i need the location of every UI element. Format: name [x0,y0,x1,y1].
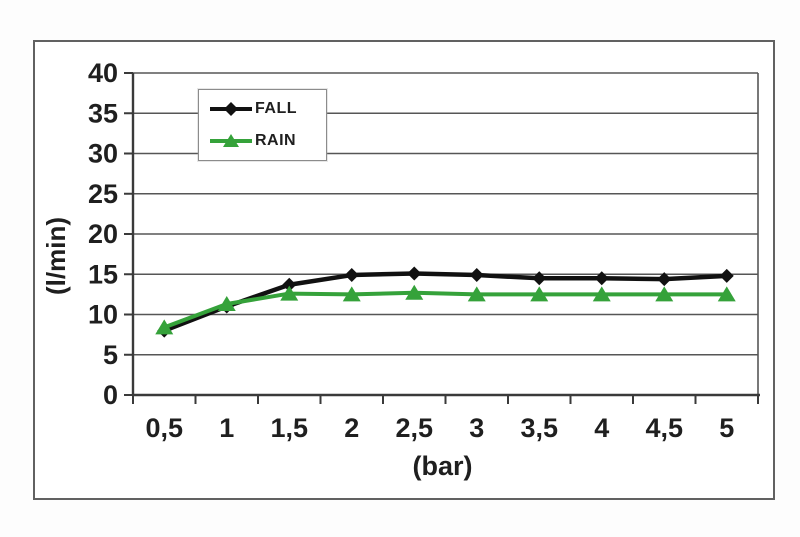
y-axis-label: (l/min) [41,217,71,295]
svg-text:20: 20 [88,219,118,249]
chart-svg: 0 5 10 15 20 25 30 35 40 0,5 1 1,5 2 2,5 3 3,5 4 4,5 5 (bar… [41,58,760,481]
svg-text:5: 5 [719,413,734,443]
svg-text:25: 25 [88,179,118,209]
svg-text:10: 10 [88,300,118,330]
chart-frame: 0 5 10 15 20 25 30 35 40 0,5 1 1,5 2 2,5 3 3,5 4 4,5 5 (bar… [33,40,775,500]
svg-text:15: 15 [88,259,118,289]
svg-text:35: 35 [88,98,118,128]
svg-text:0,5: 0,5 [145,413,183,443]
fall-series-diamond-icon [210,102,252,116]
svg-text:3: 3 [469,413,484,443]
svg-text:5: 5 [103,340,118,370]
svg-text:4: 4 [594,413,609,443]
legend-label-fall: FALL [255,100,297,117]
svg-text:1,5: 1,5 [270,413,308,443]
legend-item-fall: FALL [207,93,318,125]
legend-item-rain: RAIN [207,125,318,157]
svg-text:0: 0 [103,380,118,410]
legend-label-rain: RAIN [255,132,297,149]
svg-text:3,5: 3,5 [520,413,558,443]
svg-text:2,5: 2,5 [395,413,433,443]
svg-text:2: 2 [344,413,359,443]
svg-text:40: 40 [88,58,118,88]
legend: FALL RAIN [198,89,327,161]
svg-text:30: 30 [88,139,118,169]
x-axis-label: (bar) [413,451,473,481]
rain-series-triangle-icon [210,134,252,147]
svg-text:4,5: 4,5 [645,413,683,443]
series-rain [155,284,736,335]
svg-text:1: 1 [219,413,234,443]
